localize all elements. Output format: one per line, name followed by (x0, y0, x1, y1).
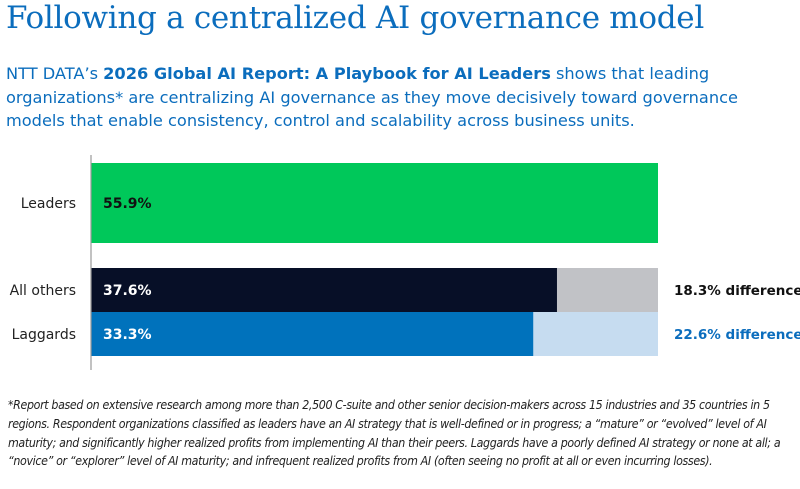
value-label: 33.3% (103, 327, 152, 343)
bar-all-others (91, 268, 557, 312)
difference-label: 18.3% difference (674, 283, 800, 299)
page-title: Following a centralized AI governance mo… (6, 0, 704, 36)
bar-laggards (91, 312, 534, 356)
category-label: All others (10, 283, 76, 299)
intro-paragraph: NTT DATA’s 2026 Global AI Report: A Play… (6, 62, 796, 133)
category-label: Leaders (21, 196, 76, 212)
intro-suffix: shows that leading organizations* are ce… (6, 64, 738, 130)
footnote: *Report based on extensive research amon… (8, 398, 781, 469)
bar-leaders (91, 163, 658, 243)
value-label: 55.9% (103, 196, 152, 212)
difference-label: 22.6% difference (674, 327, 800, 343)
category-label: Laggards (12, 327, 76, 343)
value-label: 37.6% (103, 283, 152, 299)
intro-prefix: NTT DATA’s (6, 64, 104, 83)
report-name: 2026 Global AI Report: A Playbook for AI… (103, 64, 551, 83)
